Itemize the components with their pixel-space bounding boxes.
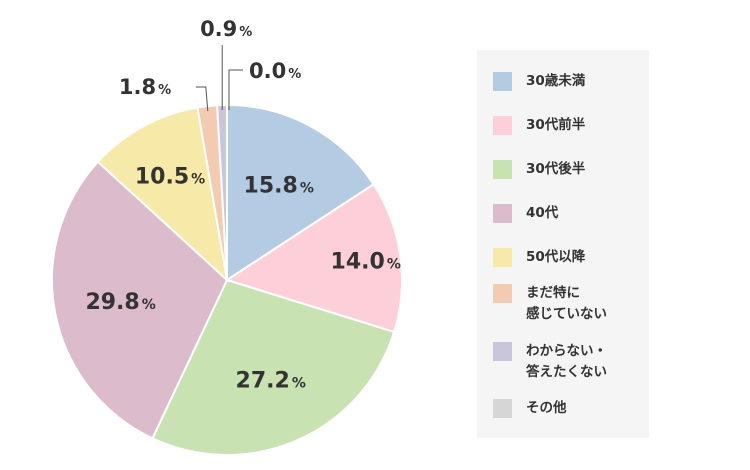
legend-label: 50代以降 <box>526 249 586 265</box>
value-label-late-30s: 27.2% <box>236 368 306 393</box>
legend-label: 30代後半 <box>526 161 586 177</box>
legend-label: まだ特に 感じていない <box>526 285 607 322</box>
pie-slice-under-30 <box>226 103 375 282</box>
legend-item-unknown: わからない・ 答えたくない <box>493 342 607 383</box>
legend-item-under-30: 30歳未満 <box>493 72 585 92</box>
leader-lines <box>195 45 243 112</box>
legend-swatch <box>493 399 512 418</box>
value-label-unknown: 0.9% <box>200 17 252 41</box>
legend-label: わからない・ 答えたくない <box>526 343 607 380</box>
value-label-not-yet-felt: 1.8% <box>119 75 171 99</box>
legend-item-not-yet-felt: まだ特に 感じていない <box>493 284 607 325</box>
value-label-under-30: 15.8% <box>244 174 314 199</box>
legend-item-other: その他 <box>493 399 567 419</box>
legend-label: その他 <box>526 400 567 416</box>
pie-slice-50s-plus <box>96 106 229 283</box>
slice-labels: 15.8 % 14.0 % 27.2 % 29.8 % 10.5 % 1.8 % 0.9 % 0.0% <box>85 17 400 393</box>
legend-swatch <box>493 116 512 135</box>
legend-swatch <box>493 248 512 267</box>
legend-item-50s-plus: 50代以降 <box>493 248 585 268</box>
legend-swatch <box>493 160 512 179</box>
leader-line-not-yet-felt <box>195 86 209 112</box>
value-label-early-30s: 14.0% <box>331 250 401 275</box>
legend-swatch <box>493 204 512 223</box>
legend-swatch <box>493 342 512 361</box>
legend-label: 30代前半 <box>526 117 586 133</box>
value-label-other: 0.0% <box>249 59 301 83</box>
pie-slice-late-30s <box>151 278 396 456</box>
pie-slice-early-30s <box>224 182 403 334</box>
value-label-50s-plus: 10.5% <box>135 165 205 190</box>
pie-slices <box>51 103 403 456</box>
pie-slice-40s <box>51 160 229 440</box>
legend-item-40s: 40代 <box>493 204 558 224</box>
legend-item-late-30s: 30代後半 <box>493 160 585 180</box>
legend-label: 40代 <box>526 205 559 221</box>
legend-label: 30歳未満 <box>526 73 586 89</box>
legend: 30歳未満 30代前半 30代後半 40代 50代以降 まだ特に 感じていない … <box>477 50 649 438</box>
legend-swatch <box>493 284 512 303</box>
legend-swatch <box>493 72 512 91</box>
value-label-40s: 29.8% <box>85 290 155 315</box>
leader-line-other <box>228 69 243 110</box>
legend-item-early-30s: 30代前半 <box>493 116 585 136</box>
